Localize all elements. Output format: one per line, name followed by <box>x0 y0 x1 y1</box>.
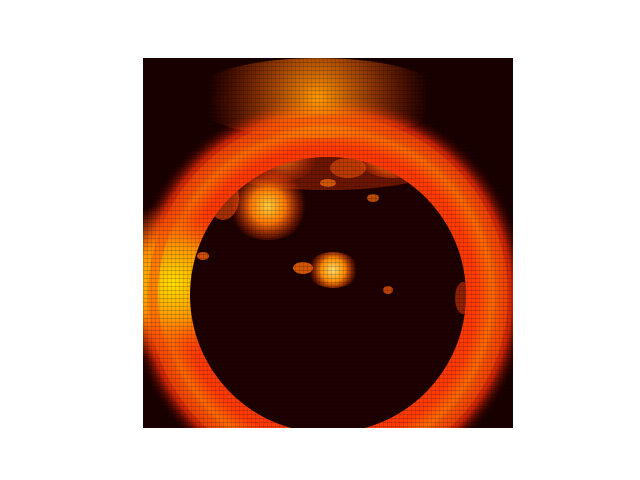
pixel-texture <box>143 58 513 428</box>
solar-image-panel <box>143 58 513 428</box>
solar-disk-image <box>143 58 513 428</box>
